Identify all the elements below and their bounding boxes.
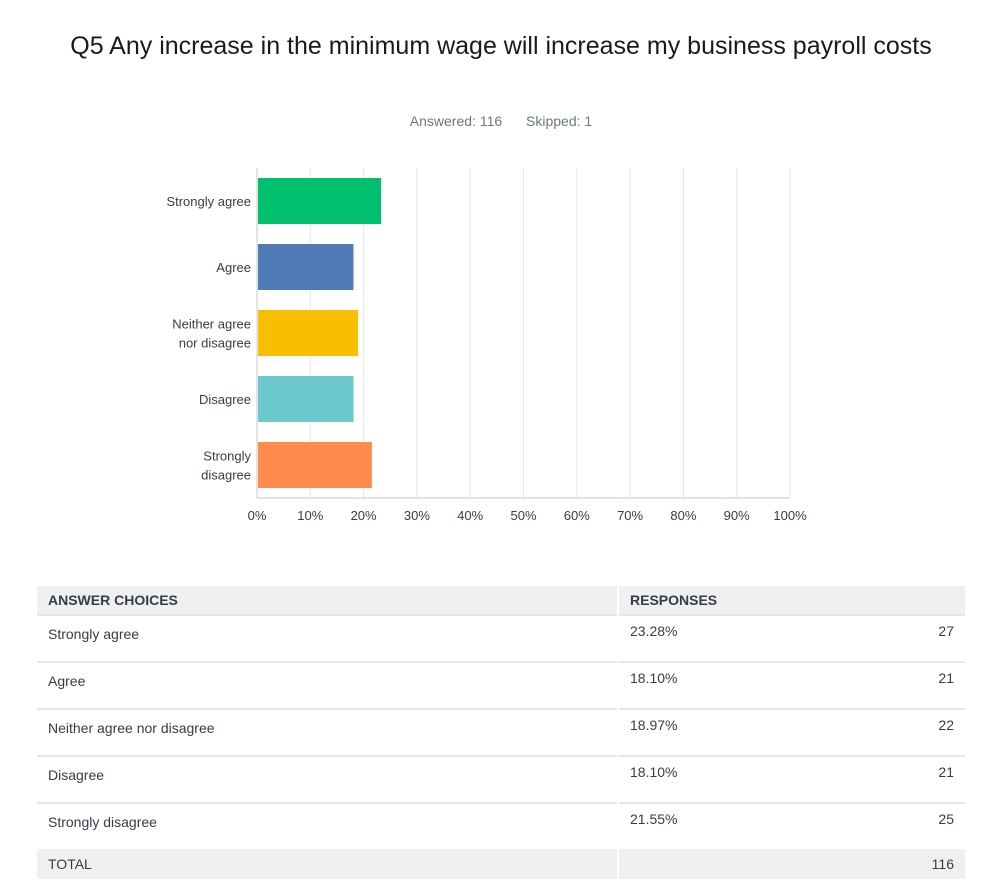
row-count: 27 [831,614,965,662]
answered-count: Answered: 116 [409,113,503,129]
row-label: Strongly disagree [37,802,618,849]
total-label: TOTAL [37,849,618,879]
question-title: Q5 Any increase in the minimum wage will… [70,32,932,60]
table-row: Neither agree nor disagree 18.97% 22 [37,708,965,756]
skipped-count: Skipped: 1 [526,113,593,129]
answer-choices-header: ANSWER CHOICES [37,586,618,615]
x-tick-label: 70% [617,508,643,523]
table-row: Disagree 18.10% 21 [37,755,965,803]
table-row: Agree 18.10% 21 [37,661,965,709]
x-tick-label: 100% [773,508,807,523]
x-tick-label: 40% [457,508,483,523]
row-label: Agree [37,661,618,709]
x-tick-label: 80% [670,508,696,523]
table-row: Strongly disagree 21.55% 25 [37,802,965,849]
category-label: Strongly disagree [201,449,251,483]
row-percent: 18.10% [616,755,832,803]
row-count: 21 [831,661,965,709]
bar [258,178,382,224]
row-percent: 21.55% [616,802,832,849]
bar [258,310,359,356]
bar-chart: 0% 10% 20% 30% 40% 50% 60% 70% 80% 90% 100% Strongl… [166,168,807,523]
table-header-row: ANSWER CHOICES RESPONSES [37,586,965,615]
row-count: 25 [831,802,965,849]
row-percent: 23.28% [616,614,832,662]
table-row: Strongly agree 23.28% 27 [37,614,965,662]
row-percent: 18.10% [616,661,832,709]
row-count: 22 [831,708,965,756]
total-count: 116 [831,849,965,879]
response-summary: Answered: 116 Skipped: 1 [0,113,1002,129]
x-tick-label: 90% [724,508,750,523]
row-label: Neither agree nor disagree [37,708,618,756]
bar [258,442,372,488]
bar [258,376,354,422]
x-tick-label: 50% [510,508,536,523]
category-label: Neither agree nor disagree [172,317,251,351]
category-label: Strongly agree [166,194,251,209]
x-tick-label: 30% [404,508,430,523]
bar [258,244,354,290]
responses-header: RESPONSES [617,586,965,615]
category-label: Agree [216,260,251,275]
row-count: 21 [831,755,965,803]
total-row: TOTAL 116 [37,849,965,879]
row-label: Disagree [37,755,618,803]
row-percent: 18.97% [616,708,832,756]
x-tick-label: 60% [564,508,590,523]
row-label: Strongly agree [37,614,618,662]
category-label: Disagree [199,392,251,407]
responses-table: ANSWER CHOICES RESPONSES Strongly agree … [37,586,965,879]
x-tick-label: 20% [351,508,377,523]
total-percent-empty [616,849,832,879]
x-tick-label: 0% [248,508,267,523]
x-tick-label: 10% [297,508,323,523]
